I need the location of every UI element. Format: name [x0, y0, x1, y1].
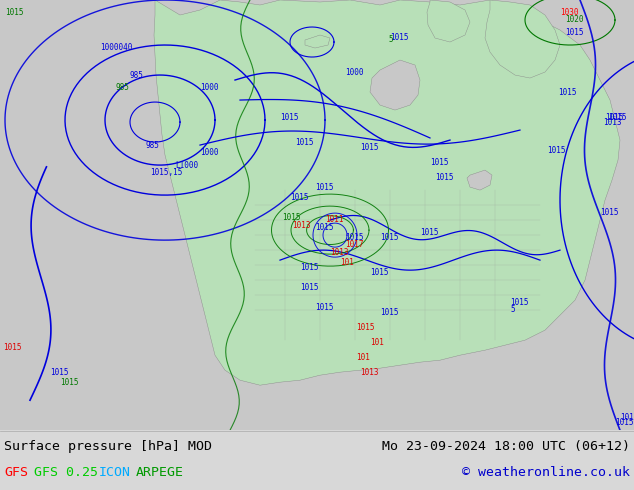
Text: GFS: GFS [4, 466, 28, 479]
Text: 1015: 1015 [380, 308, 399, 317]
Text: 1015: 1015 [600, 208, 619, 217]
Text: 1013: 1013 [292, 221, 311, 230]
Text: 1015: 1015 [290, 193, 309, 202]
Text: 1020: 1020 [565, 15, 583, 24]
Text: 1013: 1013 [360, 368, 378, 377]
Text: 101: 101 [340, 258, 354, 267]
Text: 1015: 1015 [300, 283, 318, 292]
Text: 1015: 1015 [360, 143, 378, 152]
Text: 985: 985 [145, 141, 159, 150]
Text: Surface pressure [hPa] MOD: Surface pressure [hPa] MOD [4, 440, 212, 453]
Text: GFS 0.25: GFS 0.25 [34, 466, 98, 479]
Text: 1015: 1015 [315, 183, 333, 192]
Text: 1015: 1015 [547, 146, 566, 155]
Text: 1000040: 1000040 [100, 43, 133, 52]
Text: 1015: 1015 [50, 368, 68, 377]
Text: 101: 101 [356, 353, 370, 362]
Text: 1015: 1015 [315, 223, 333, 232]
Text: 1015: 1015 [565, 28, 583, 37]
Text: 1015: 1015 [282, 213, 301, 222]
Text: 1017: 1017 [345, 240, 363, 249]
Text: 1015: 1015 [608, 113, 626, 122]
Text: 1000: 1000 [345, 68, 363, 77]
Text: 1015: 1015 [280, 113, 299, 122]
Text: 1015: 1015 [345, 233, 363, 242]
Polygon shape [305, 35, 330, 48]
Text: 1015: 1015 [3, 343, 22, 352]
Text: 1015: 1015 [315, 303, 333, 312]
Text: 1015: 1015 [356, 323, 375, 332]
Text: 985: 985 [115, 83, 129, 92]
Text: ICON: ICON [99, 466, 131, 479]
Text: Mo 23-09-2024 18:00 UTC (06+12): Mo 23-09-2024 18:00 UTC (06+12) [382, 440, 630, 453]
Text: 1015: 1015 [435, 173, 453, 182]
Text: ARPEGE: ARPEGE [136, 466, 184, 479]
Polygon shape [467, 170, 492, 190]
Text: 1015: 1015 [390, 33, 408, 42]
Text: 1015: 1015 [605, 113, 623, 122]
Text: 1000: 1000 [200, 148, 219, 157]
Text: 1015: 1015 [420, 228, 439, 237]
Text: L1000: L1000 [175, 161, 198, 170]
Text: 101: 101 [370, 338, 384, 347]
Text: 1015: 1015 [5, 8, 23, 17]
Text: 5: 5 [510, 305, 515, 314]
Text: 5: 5 [388, 35, 392, 44]
Text: 1015: 1015 [380, 233, 399, 242]
Polygon shape [154, 0, 620, 385]
Polygon shape [427, 0, 470, 42]
Text: 1013: 1013 [603, 118, 621, 127]
Text: 1000: 1000 [200, 83, 219, 92]
Text: 1015,15: 1015,15 [150, 168, 183, 177]
Text: 1015: 1015 [370, 268, 389, 277]
Polygon shape [370, 60, 420, 110]
Text: 1015: 1015 [620, 413, 634, 422]
Text: 1011: 1011 [325, 215, 344, 224]
Text: 1015: 1015 [558, 88, 576, 97]
Text: © weatheronline.co.uk: © weatheronline.co.uk [462, 466, 630, 479]
Text: 1015: 1015 [430, 158, 448, 167]
Text: 1015: 1015 [615, 418, 633, 427]
Text: 1015: 1015 [60, 378, 79, 387]
Text: 1013: 1013 [330, 248, 349, 257]
Text: 1015: 1015 [300, 263, 318, 272]
Text: 1015: 1015 [510, 298, 529, 307]
Text: 1030: 1030 [560, 8, 578, 17]
Text: 1015: 1015 [295, 138, 313, 147]
Text: 985: 985 [130, 71, 144, 80]
Polygon shape [485, 0, 560, 78]
